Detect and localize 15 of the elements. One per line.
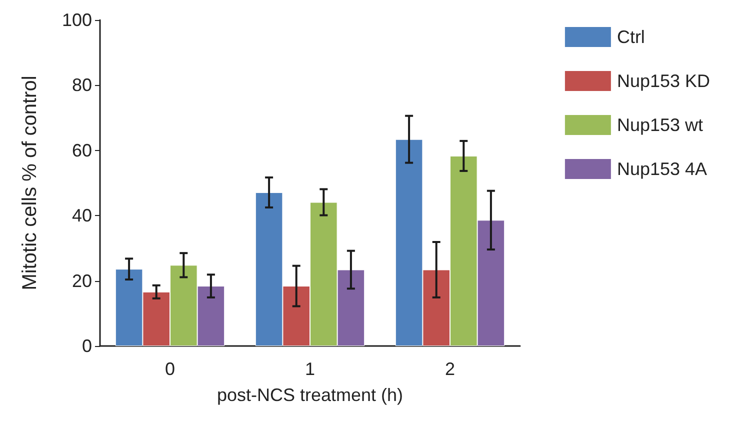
y-tick-label: 0 bbox=[82, 336, 92, 356]
legend-label: Nup153 wt bbox=[616, 115, 704, 135]
x-axis-title: post-NCS treatment (h) bbox=[216, 385, 404, 405]
y-tick-label: 80 bbox=[72, 75, 92, 96]
y-axis-title: Mitotic cells % of control bbox=[19, 76, 41, 290]
legend-label: Nup153 4A bbox=[616, 159, 708, 179]
x-tick-label: 2 bbox=[444, 359, 456, 379]
legend-label: Ctrl bbox=[616, 27, 645, 47]
x-tick-label: 1 bbox=[304, 359, 316, 379]
y-tick-label: 40 bbox=[72, 206, 92, 226]
x-tick-label: 0 bbox=[164, 359, 176, 379]
y-tick-label: 100 bbox=[62, 10, 92, 30]
legend-label: Nup153 KD bbox=[616, 71, 710, 91]
y-tick-label: 20 bbox=[72, 270, 92, 291]
y-tick-label: 60 bbox=[72, 140, 92, 160]
